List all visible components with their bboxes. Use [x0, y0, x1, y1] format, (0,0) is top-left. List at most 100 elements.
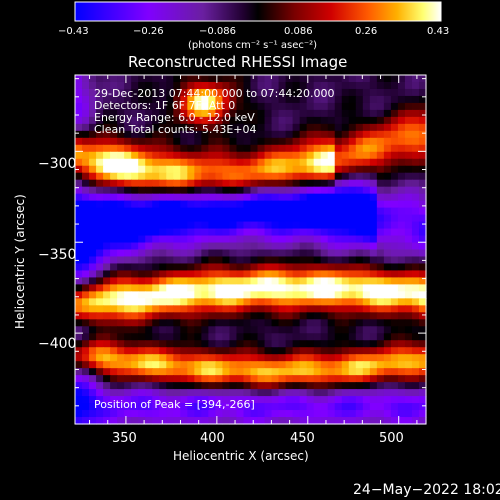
heatmap-cell [159, 123, 167, 132]
heatmap-cell [124, 235, 132, 244]
heatmap-cell [131, 347, 139, 355]
heatmap-cell [159, 270, 167, 279]
heatmap-cell [229, 242, 238, 251]
heatmap-cell [103, 417, 111, 425]
heatmap-cell [257, 277, 266, 285]
heatmap-cell [369, 333, 378, 341]
heatmap-cell [327, 102, 336, 111]
heatmap-cell [271, 130, 280, 139]
heatmap-cell [369, 298, 378, 306]
heatmap-cell [201, 207, 209, 216]
heatmap-cell [82, 382, 90, 390]
heatmap-cell [285, 382, 294, 390]
heatmap-cell [362, 305, 371, 313]
heatmap-cell [320, 417, 329, 425]
heatmap-cell [138, 347, 146, 355]
heatmap-cell [145, 361, 153, 369]
heatmap-cell [82, 200, 90, 209]
heatmap-cell [285, 200, 294, 209]
heatmap-cell [229, 228, 238, 237]
heatmap-cell [138, 389, 146, 397]
heatmap-cell [327, 172, 336, 181]
heatmap-cell [75, 361, 83, 369]
heatmap-cell [159, 417, 167, 425]
heatmap-cell [355, 256, 364, 265]
heatmap-cell [222, 158, 231, 167]
heatmap-cell [243, 130, 252, 139]
heatmap-cell [341, 221, 350, 230]
heatmap-cell [362, 249, 371, 258]
heatmap-cell [180, 242, 188, 251]
heatmap-cell [82, 88, 90, 97]
heatmap-cell [152, 81, 160, 90]
heatmap-cell [383, 417, 392, 425]
heatmap-cell [271, 284, 280, 292]
heatmap-cell [173, 242, 181, 251]
heatmap-cell [334, 263, 343, 272]
heatmap-cell [124, 389, 132, 397]
heatmap-cell [376, 214, 385, 223]
heatmap-cell [320, 291, 329, 299]
heatmap-cell [320, 172, 329, 181]
heatmap-cell [180, 389, 188, 397]
heatmap-cell [173, 137, 181, 146]
heatmap-cell [348, 116, 357, 125]
heatmap-cell [257, 340, 266, 348]
heatmap-cell [89, 312, 97, 320]
heatmap-cell [152, 186, 160, 195]
heatmap-cell [383, 109, 392, 118]
heatmap-cell [257, 326, 266, 334]
heatmap-cell [271, 116, 280, 125]
heatmap-cell [299, 277, 308, 285]
heatmap-cell [257, 186, 266, 195]
heatmap-cell [187, 256, 195, 265]
heatmap-cell [124, 347, 132, 355]
heatmap-cell [404, 298, 413, 306]
heatmap-cell [313, 207, 322, 216]
heatmap-cell [152, 347, 160, 355]
heatmap-cell [411, 88, 420, 97]
heatmap-cell [180, 109, 188, 118]
heatmap-cell [292, 179, 301, 188]
heatmap-cell [362, 88, 371, 97]
heatmap-cell [250, 109, 259, 118]
heatmap-cell [313, 340, 322, 348]
heatmap-cell [173, 214, 181, 223]
heatmap-cell [110, 75, 118, 83]
heatmap-cell [264, 123, 273, 132]
heatmap-cell [264, 116, 273, 125]
heatmap-cell [194, 137, 202, 146]
heatmap-cell [180, 361, 188, 369]
heatmap-cell [75, 130, 83, 139]
heatmap-cell [145, 158, 153, 167]
heatmap-cell [418, 242, 427, 251]
heatmap-cell [334, 298, 343, 306]
heatmap-cell [96, 403, 104, 411]
heatmap-cell [75, 333, 83, 341]
heatmap-cell [341, 130, 350, 139]
heatmap-cell [82, 319, 90, 327]
heatmap-cell [187, 333, 195, 341]
heatmap-cell [313, 417, 322, 425]
heatmap-cell [397, 88, 406, 97]
heatmap-cell [110, 354, 118, 362]
heatmap-cell [159, 179, 167, 188]
heatmap-cell [341, 123, 350, 132]
heatmap-cell [187, 396, 195, 404]
heatmap-cell [82, 368, 90, 376]
heatmap-cell [285, 123, 294, 132]
heatmap-cell [236, 242, 245, 251]
heatmap-cell [278, 165, 287, 174]
heatmap-cell [152, 235, 160, 244]
heatmap-cell [208, 144, 216, 153]
heatmap-cell [194, 179, 202, 188]
heatmap-cell [299, 214, 308, 223]
heatmap-cell [194, 270, 202, 279]
heatmap-cell [334, 361, 343, 369]
heatmap-cell [369, 165, 378, 174]
heatmap-cell [369, 410, 378, 418]
heatmap-cell [166, 75, 174, 83]
heatmap-cell [173, 207, 181, 216]
heatmap-cell [355, 221, 364, 230]
heatmap-cell [152, 228, 160, 237]
